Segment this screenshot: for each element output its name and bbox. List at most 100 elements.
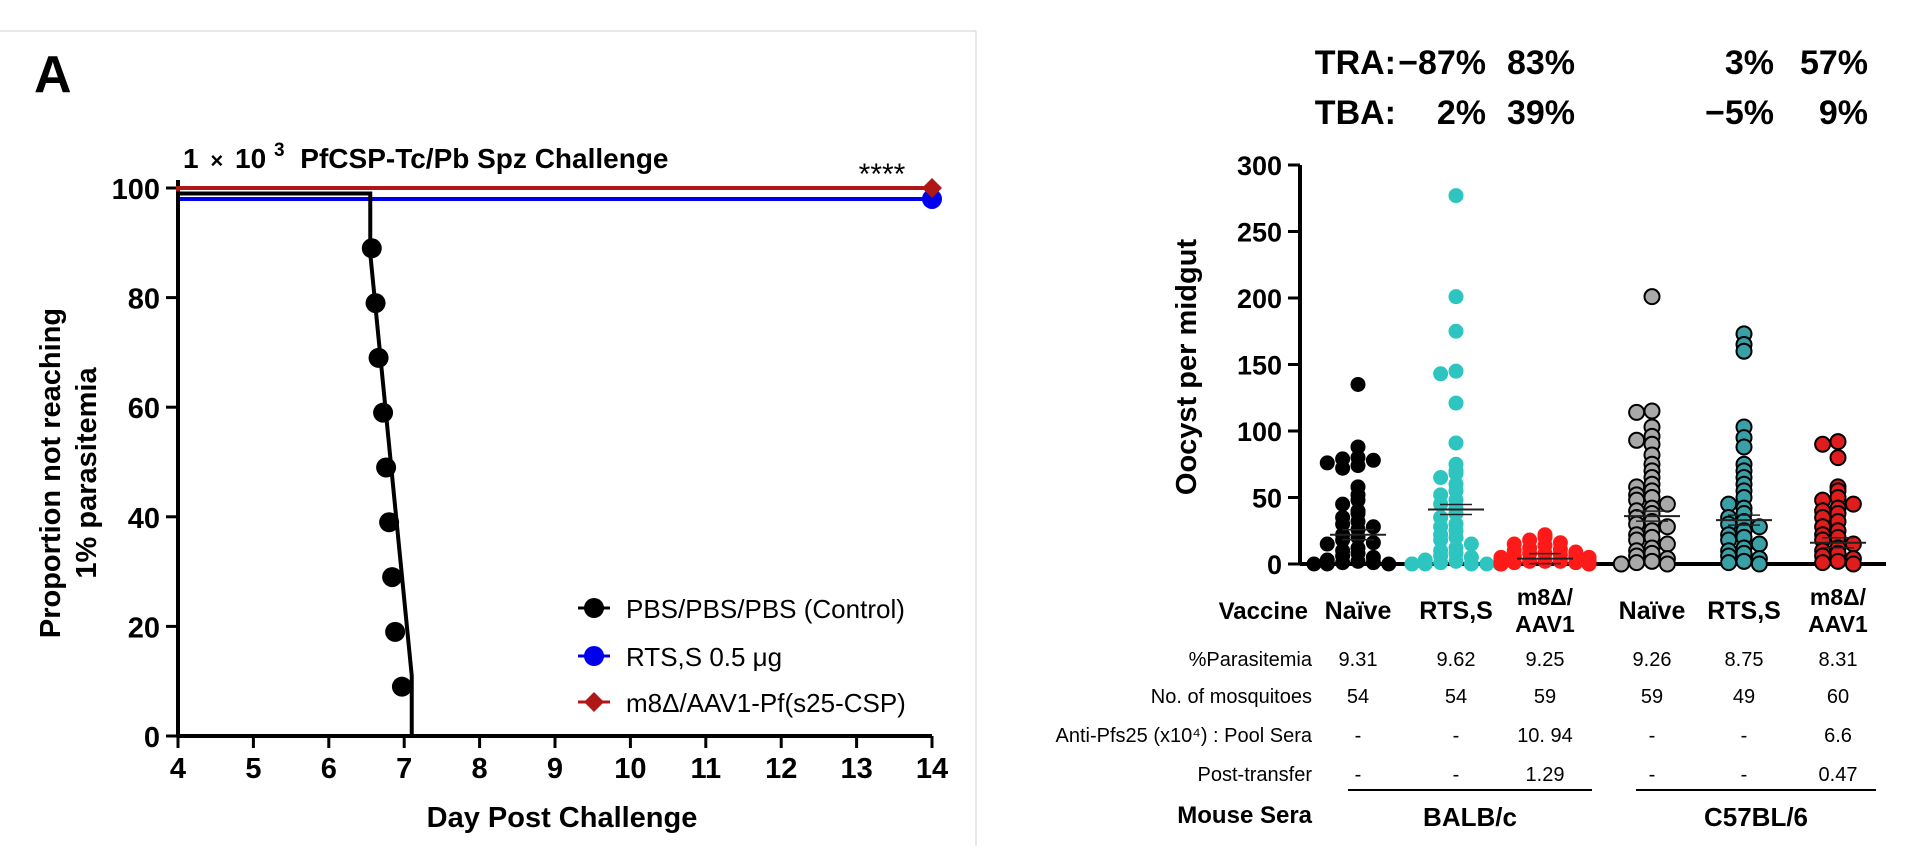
table-cell-r2-c0: - — [1355, 725, 1362, 747]
oocyst-point-group-0 — [1335, 460, 1351, 476]
table-cell-r2-c1: - — [1453, 725, 1460, 747]
group-label-3: Naïve — [1619, 597, 1686, 625]
oocyst-point-group-1 — [1448, 553, 1464, 569]
survival-y-tick-label: 60 — [128, 393, 160, 425]
legend-label-rtss: RTS,S 0.5 μg — [626, 642, 782, 672]
oocyst-point-group-5 — [1829, 433, 1847, 451]
table-cell-r1-c0: 54 — [1347, 686, 1369, 708]
legend-label-control: PBS/PBS/PBS (Control) — [626, 594, 905, 624]
oocyst-point-group-4 — [1750, 535, 1768, 553]
oocyst-point-group-0 — [1350, 529, 1366, 545]
oocyst-point-group-1 — [1448, 529, 1464, 545]
oocyst-point-group-0 — [1350, 376, 1366, 392]
table-cell-r0-c3: 9.26 — [1633, 649, 1672, 671]
oocyst-point-group-1 — [1448, 435, 1464, 451]
oocyst-y-tick-label: 250 — [1237, 218, 1282, 248]
group-label-4: RTS,S — [1707, 597, 1781, 625]
oocyst-point-group-3 — [1628, 431, 1646, 449]
group-label-5-line1: m8Δ/ — [1810, 584, 1867, 610]
survival-x-tick-label: 9 — [547, 753, 563, 785]
tba-value-group-2: 39% — [1507, 94, 1575, 132]
oocyst-point-group-1 — [1448, 323, 1464, 339]
oocyst-y-axis-label: Oocyst per midgut — [1171, 239, 1203, 496]
legend-item-m8-aav1: m8Δ/AAV1-Pf(s25-CSP) — [578, 688, 906, 718]
oocyst-point-group-4 — [1750, 518, 1768, 536]
tba-value-group-1: 2% — [1437, 94, 1486, 132]
group-label-2-line2: AAV1 — [1515, 611, 1575, 637]
oocyst-point-group-5 — [1814, 554, 1832, 572]
oocyst-y-tick-label: 150 — [1237, 351, 1282, 381]
oocyst-point-group-0 — [1350, 492, 1366, 508]
table-row-label-0: %Parasitemia — [1189, 649, 1313, 671]
oocyst-point-group-0 — [1365, 535, 1381, 551]
survival-x-tick-label: 10 — [614, 753, 646, 785]
oocyst-point-group-0 — [1365, 452, 1381, 468]
survival-line-series-1 — [176, 196, 932, 736]
oocyst-point-group-4 — [1720, 554, 1738, 572]
tba-value-group-4: −5% — [1705, 94, 1774, 132]
legend-marker-rtss — [584, 646, 604, 666]
group-label-1: RTS,S — [1419, 597, 1493, 625]
oocyst-point-group-3 — [1658, 555, 1676, 573]
panel-label: A — [34, 46, 72, 104]
survival-point-series-0 — [361, 238, 382, 259]
oocyst-point-group-2 — [1552, 553, 1568, 569]
oocyst-point-group-1 — [1433, 470, 1449, 486]
table-cell-r0-c5: 8.31 — [1819, 649, 1858, 671]
table-cell-r3-c1: - — [1453, 764, 1460, 786]
table-row-label-2: Anti-Pfs25 (x10⁴) : Pool Sera — [1056, 725, 1313, 747]
table-cell-r3-c4: - — [1741, 764, 1748, 786]
survival-point-series-0 — [382, 567, 403, 588]
oocyst-point-group-1 — [1448, 289, 1464, 305]
oocyst-y-tick-label: 0 — [1267, 550, 1282, 580]
table-cell-r2-c5: 6.6 — [1824, 725, 1852, 747]
survival-x-tick-label: 14 — [916, 753, 948, 785]
survival-x-tick-label: 6 — [321, 753, 337, 785]
survival-line-series-2 — [176, 186, 932, 736]
table-cell-r1-c3: 59 — [1641, 686, 1663, 708]
oocyst-point-group-5 — [1829, 552, 1847, 570]
table-cell-r2-c4: - — [1741, 725, 1748, 747]
survival-y-axis-label-line1: Proportion not reaching — [35, 308, 67, 638]
survival-title: 1 × 10 3 PfCSP-Tc/Pb Spz Challenge — [183, 131, 669, 174]
oocyst-point-group-4 — [1735, 342, 1753, 360]
oocyst-point-group-0 — [1335, 496, 1351, 512]
survival-point-series-2 — [922, 178, 942, 198]
survival-point-series-0 — [379, 512, 400, 533]
survival-y-tick-label: 40 — [128, 503, 160, 535]
tra-value-group-1: −87% — [1398, 44, 1486, 82]
oocyst-chart: TRA: TBA: Oocyst per midgut Vaccine Mous… — [1056, 44, 1886, 832]
oocyst-point-group-0 — [1381, 556, 1397, 572]
tra-value-group-5: 57% — [1800, 44, 1868, 82]
strain-label-balbc: BALB/c — [1423, 802, 1517, 832]
oocyst-point-group-3 — [1643, 552, 1661, 570]
oocyst-point-group-0 — [1350, 439, 1366, 455]
table-cell-r2-c2: 10. 94 — [1517, 725, 1573, 747]
survival-point-series-0 — [385, 621, 406, 642]
oocyst-point-group-5 — [1844, 535, 1862, 553]
group-label-0: Naïve — [1325, 597, 1392, 625]
oocyst-point-group-1 — [1479, 556, 1495, 572]
oocyst-point-group-4 — [1750, 555, 1768, 573]
tra-value-group-4: 3% — [1725, 44, 1774, 82]
oocyst-point-group-1 — [1448, 188, 1464, 204]
oocyst-point-group-2 — [1522, 553, 1538, 569]
table-cell-r1-c1: 54 — [1445, 686, 1467, 708]
oocyst-point-group-3 — [1658, 535, 1676, 553]
table-cell-r1-c5: 60 — [1827, 686, 1849, 708]
survival-point-series-0 — [376, 457, 397, 478]
tba-label: TBA: — [1315, 94, 1396, 132]
oocyst-point-group-0 — [1365, 519, 1381, 535]
survival-legend: PBS/PBS/PBS (Control) RTS,S 0.5 μg m8Δ/A… — [578, 594, 906, 718]
table-cell-r1-c4: 49 — [1733, 686, 1755, 708]
oocyst-point-group-1 — [1448, 363, 1464, 379]
oocyst-point-group-1 — [1463, 556, 1479, 572]
table-cell-r2-c3: - — [1649, 725, 1656, 747]
oocyst-y-tick-label: 200 — [1237, 284, 1282, 314]
oocyst-y-tick-label: 50 — [1252, 484, 1282, 514]
survival-x-tick-label: 5 — [245, 753, 261, 785]
oocyst-point-group-3 — [1643, 288, 1661, 306]
oocyst-point-group-0 — [1335, 516, 1351, 532]
oocyst-point-group-3 — [1612, 555, 1630, 573]
oocyst-point-group-3 — [1643, 402, 1661, 420]
